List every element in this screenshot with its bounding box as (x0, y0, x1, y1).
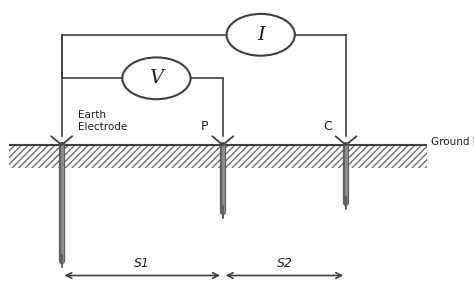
Text: I: I (257, 26, 264, 44)
Text: V: V (149, 69, 164, 87)
Circle shape (227, 14, 295, 56)
Text: Ground Level: Ground Level (431, 137, 474, 146)
Text: Earth
Electrode: Earth Electrode (78, 110, 128, 132)
Text: S2: S2 (276, 257, 292, 270)
Text: P: P (201, 120, 209, 133)
Circle shape (122, 57, 191, 99)
Text: C: C (323, 120, 332, 133)
Text: S1: S1 (134, 257, 150, 270)
Bar (9, 145, 427, 168)
